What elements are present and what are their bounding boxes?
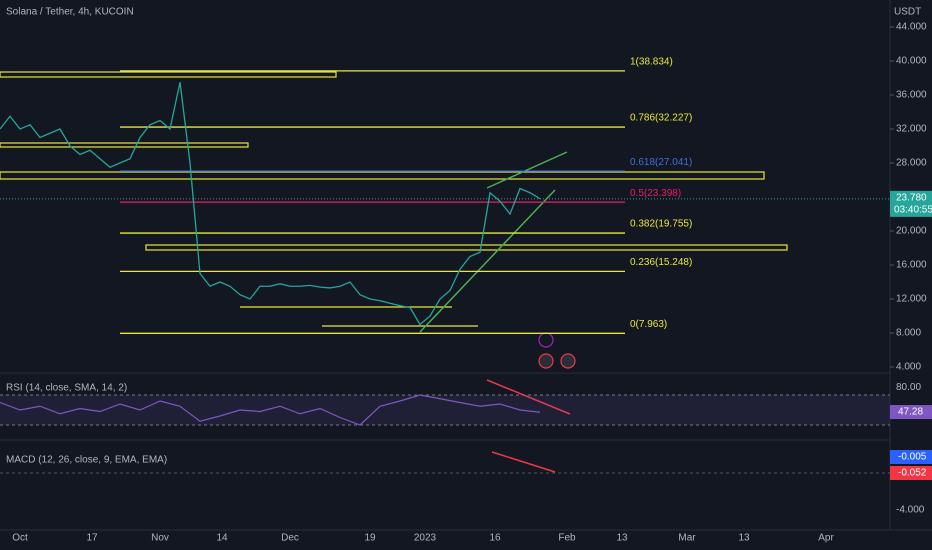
rsi-line [0,394,541,426]
rsi-divergence [486,379,571,415]
price-line [0,82,541,326]
fib-label: 0.382(19.755) [630,219,692,230]
macd-label: MACD (12, 26, close, 9, EMA, EMA) [6,455,167,466]
time-label: 2023 [414,533,437,544]
fib-label: 0.786(32.227) [630,113,692,124]
countdown: 03:40:55 [894,205,932,216]
time-label: Nov [151,533,169,544]
rsi-tag-value: 47.28 [898,407,923,418]
fib-label: 0(7.963) [630,319,667,330]
time-label: Apr [818,533,834,544]
time-axis: Oct 17 Nov 14 Dec 19 2023 16 Feb 13 Mar … [12,533,834,544]
price-tag-value: 23.780 [896,193,927,204]
price-tick-label: 32.000 [896,124,927,135]
price-tick-label: 4.000 [896,362,921,373]
macd-tag-value: -0.005 [898,452,927,463]
macd-tag-value: -0.052 [898,468,927,479]
price-tick-label: 40.000 [896,56,927,67]
zone-box [145,244,788,251]
event-icon [560,353,576,369]
time-label: Mar [678,533,696,544]
trend-line [486,151,568,189]
macd-tick-label: -4.000 [896,505,925,516]
price-tag [890,190,932,217]
time-label: Dec [281,533,299,544]
time-label: 13 [616,533,628,544]
fib-label: 0.236(15.248) [630,257,692,268]
time-label: Oct [12,533,28,544]
zone-box [0,71,337,78]
fib-label: 0.618(27.041) [630,157,692,168]
price-tick-label: 20.000 [896,226,927,237]
fib-label: 1(38.834) [630,57,673,68]
time-label: 19 [364,533,376,544]
time-label: 16 [489,533,501,544]
price-tick-label: 28.000 [896,158,927,169]
currency: USDT [894,7,921,18]
macd-divergence [491,451,556,473]
time-label: 17 [86,533,98,544]
event-icon [538,353,554,369]
zone-box [0,142,249,148]
rsi-tick-label: 80.00 [896,382,921,393]
symbol-title: Solana / Tether, 4h, KUCOIN [6,7,134,18]
price-tick-label: 16.000 [896,260,927,271]
price-tick-label: 36.000 [896,90,927,101]
price-tick-label: 12.000 [896,294,927,305]
time-label: 13 [738,533,750,544]
rsi-tag [890,405,932,420]
macd-tag [890,450,932,464]
price-tick-label: 44.000 [896,22,927,33]
time-label: Feb [558,533,576,544]
macd-tag [890,466,932,480]
rsi-label: RSI (14, close, SMA, 14, 2) [6,383,127,394]
fib-label: 0.5(23.398) [630,188,681,199]
price-tick-label: 8.000 [896,328,921,339]
zone-box [0,171,765,180]
trend-line [419,189,556,333]
time-label: 14 [216,533,228,544]
